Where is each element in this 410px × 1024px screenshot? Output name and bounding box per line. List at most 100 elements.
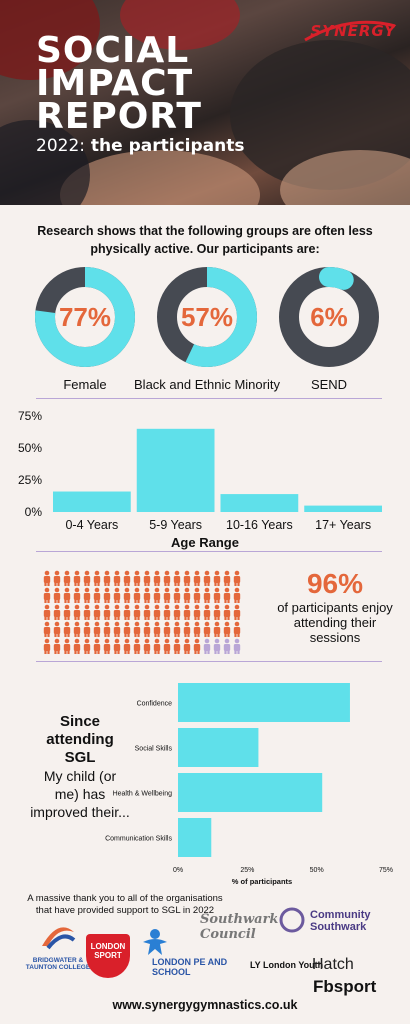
person-icon: [113, 621, 121, 637]
person-icon: [53, 587, 61, 603]
person-icon: [173, 570, 181, 586]
x-tick-label: 25%: [240, 867, 254, 874]
person-icon: [203, 638, 211, 654]
person-icon: [83, 587, 91, 603]
person-icon: [223, 604, 231, 620]
figure-icon: [143, 929, 167, 955]
person-icon: [83, 638, 91, 654]
person-icon: [233, 587, 241, 603]
person-icon: [153, 638, 161, 654]
person-icon: [223, 570, 231, 586]
person-icon: [43, 638, 51, 654]
x-tick-label: 5-9 Years: [149, 518, 202, 532]
person-icon: [223, 638, 231, 654]
donut-value-arc: [157, 267, 257, 367]
person-icon: [73, 587, 81, 603]
donut-label-ethnic-minority: Black and Ethnic Minority: [134, 377, 280, 392]
person-icon: [193, 638, 201, 654]
page-subtitle: 2022: the participants: [36, 136, 245, 156]
person-icon: [173, 621, 181, 637]
person-icon: [183, 604, 191, 620]
y-tick-label: 0%: [25, 505, 43, 519]
person-icon: [143, 587, 151, 603]
intro-text: Research shows that the following groups…: [37, 224, 373, 256]
person-icon: [103, 604, 111, 620]
person-icon: [213, 638, 221, 654]
person-icon: [93, 604, 101, 620]
person-icon: [103, 638, 111, 654]
page-title: SOCIAL IMPACT REPORT: [36, 30, 202, 137]
partner-logo-bridgwater: BRIDGWATER & TAUNTON COLLEGE: [18, 922, 98, 971]
donut-value-arc: [35, 267, 135, 367]
person-icon: [183, 621, 191, 637]
person-icon: [193, 587, 201, 603]
y-tick-label: Social Skills: [135, 746, 173, 753]
person-icon: [143, 638, 151, 654]
person-icon: [203, 587, 211, 603]
bar: [304, 505, 382, 512]
person-icon: [163, 587, 171, 603]
bar: [178, 728, 259, 767]
person-icon: [193, 621, 201, 637]
person-icon: [183, 570, 191, 586]
person-icon: [93, 587, 101, 603]
donut-value-label: 77%: [59, 302, 111, 332]
person-icon: [133, 587, 141, 603]
person-icon: [163, 621, 171, 637]
person-icon: [63, 621, 71, 637]
person-icon: [163, 604, 171, 620]
partner-logo-hatch: Hatch: [312, 956, 354, 973]
person-icon: [63, 570, 71, 586]
person-icon: [203, 621, 211, 637]
person-icon: [233, 621, 241, 637]
person-icon: [73, 638, 81, 654]
logo-text: SYNERGY: [310, 22, 396, 40]
y-tick-label: 50%: [18, 441, 42, 455]
person-icon: [173, 638, 181, 654]
person-icon: [53, 604, 61, 620]
person-icon: [213, 621, 221, 637]
partner-logo-southwark-council: Southwark Council: [200, 912, 279, 942]
person-icon: [213, 570, 221, 586]
enjoy-percent: 96%: [306, 568, 364, 599]
donut-value-arc: [279, 267, 379, 367]
person-icon: [93, 621, 101, 637]
person-icon: [83, 570, 91, 586]
x-axis-label: % of participants: [232, 877, 292, 886]
x-tick-label: 0%: [173, 867, 183, 874]
donut-label-female: Female: [63, 377, 107, 392]
donut-value-label: 6%: [310, 302, 348, 332]
person-icon: [153, 587, 161, 603]
person-icon: [63, 604, 71, 620]
person-icon: [103, 570, 111, 586]
person-icon: [133, 570, 141, 586]
divider: [36, 661, 382, 662]
person-icon: [113, 638, 121, 654]
person-icon: [43, 570, 51, 586]
y-tick-label: 75%: [18, 409, 42, 423]
person-icon: [93, 570, 101, 586]
partner-logo-london-sport: LONDON SPORT: [86, 934, 130, 978]
x-tick-label: 50%: [310, 867, 324, 874]
person-icon: [133, 621, 141, 637]
person-icon: [143, 604, 151, 620]
person-icon: [93, 638, 101, 654]
person-icon: [133, 604, 141, 620]
donut-label-send: SEND: [310, 377, 348, 392]
person-icon: [43, 587, 51, 603]
divider: [36, 551, 382, 552]
bar: [178, 773, 323, 812]
person-icon: [113, 587, 121, 603]
person-icon: [53, 621, 61, 637]
age-chart-xlabel: Age Range: [171, 535, 239, 550]
x-tick-label: 75%: [379, 867, 393, 874]
person-icon: [173, 587, 181, 603]
swirl-icon: [42, 927, 76, 950]
person-icon: [193, 570, 201, 586]
since-text: Since attending SGL My child (or me) has…: [30, 713, 130, 820]
hero-banner: SYNERGY SOCIAL IMPACT REPORT 2022: the p…: [0, 0, 410, 205]
website-link[interactable]: www.synergygymnastics.co.uk: [112, 998, 298, 1012]
person-icon: [223, 587, 231, 603]
person-icon: [83, 621, 91, 637]
person-icon: [223, 621, 231, 637]
